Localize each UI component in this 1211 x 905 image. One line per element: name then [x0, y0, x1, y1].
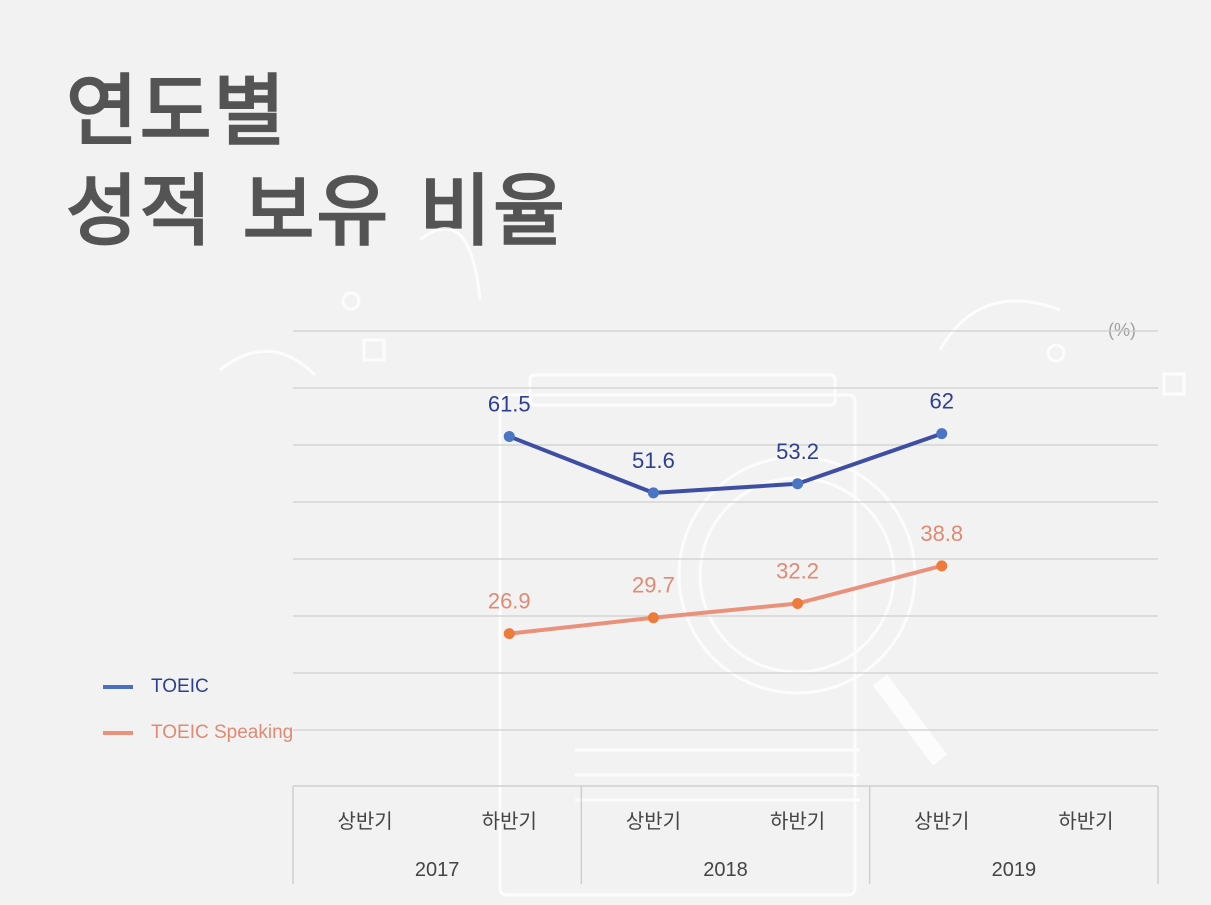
- data-labels: 61.5 51.6 53.2 62 26.9 29.7 32.2 38.8: [488, 389, 963, 614]
- legend-swatch-toeic-speaking: [103, 731, 133, 735]
- data-point: [647, 487, 659, 499]
- x-tick-label: 하반기: [770, 809, 825, 833]
- x-group-label: 2018: [703, 859, 748, 881]
- x-axis-table: 상반기 하반기 상반기 하반기 상반기 하반기 2017 2018 2019: [292, 785, 1159, 884]
- x-tick-label: 상반기: [626, 809, 681, 833]
- legend-label-toeic-speaking: TOEIC Speaking: [151, 722, 294, 743]
- data-label: 38.8: [920, 521, 963, 546]
- legend-item-toeic-speaking: TOEIC Speaking: [103, 722, 293, 744]
- data-point: [503, 628, 515, 640]
- series-line-toeic: [508, 431, 943, 495]
- x-tick-label: 하반기: [1058, 809, 1113, 833]
- data-point: [936, 560, 948, 572]
- data-point: [647, 612, 659, 624]
- unit-label: (%): [1108, 320, 1136, 340]
- data-label: 32.2: [776, 558, 819, 583]
- page-title: 연도별 성적 보유 비율: [66, 62, 567, 262]
- data-label: 51.6: [632, 448, 675, 473]
- legend-label-toeic: TOEIC: [151, 676, 209, 697]
- data-point: [792, 597, 804, 609]
- series-line-toeic-speaking: [509, 563, 943, 636]
- data-label: 29.7: [632, 573, 675, 598]
- title-line-2: 성적 보유 비율: [66, 167, 567, 257]
- series-lines: [508, 431, 943, 636]
- data-label: 61.5: [488, 391, 531, 416]
- series-points: [503, 428, 948, 640]
- background-decoration: [219, 227, 1186, 897]
- x-tick-label: 하반기: [482, 809, 537, 833]
- legend-swatch-toeic: [103, 685, 133, 689]
- gridlines: [293, 330, 1158, 731]
- data-point: [936, 428, 948, 440]
- data-label: 53.2: [776, 439, 819, 464]
- data-point: [792, 478, 804, 490]
- data-label: 62: [930, 389, 954, 414]
- x-group-label: 2019: [992, 859, 1037, 881]
- data-point: [503, 430, 515, 442]
- legend-item-toeic: TOEIC: [103, 676, 209, 698]
- x-group-label: 2017: [415, 859, 460, 881]
- data-label: 26.9: [488, 589, 531, 614]
- x-tick-label: 상반기: [914, 809, 969, 833]
- title-line-1: 연도별: [66, 67, 288, 157]
- x-tick-label: 상반기: [337, 809, 392, 833]
